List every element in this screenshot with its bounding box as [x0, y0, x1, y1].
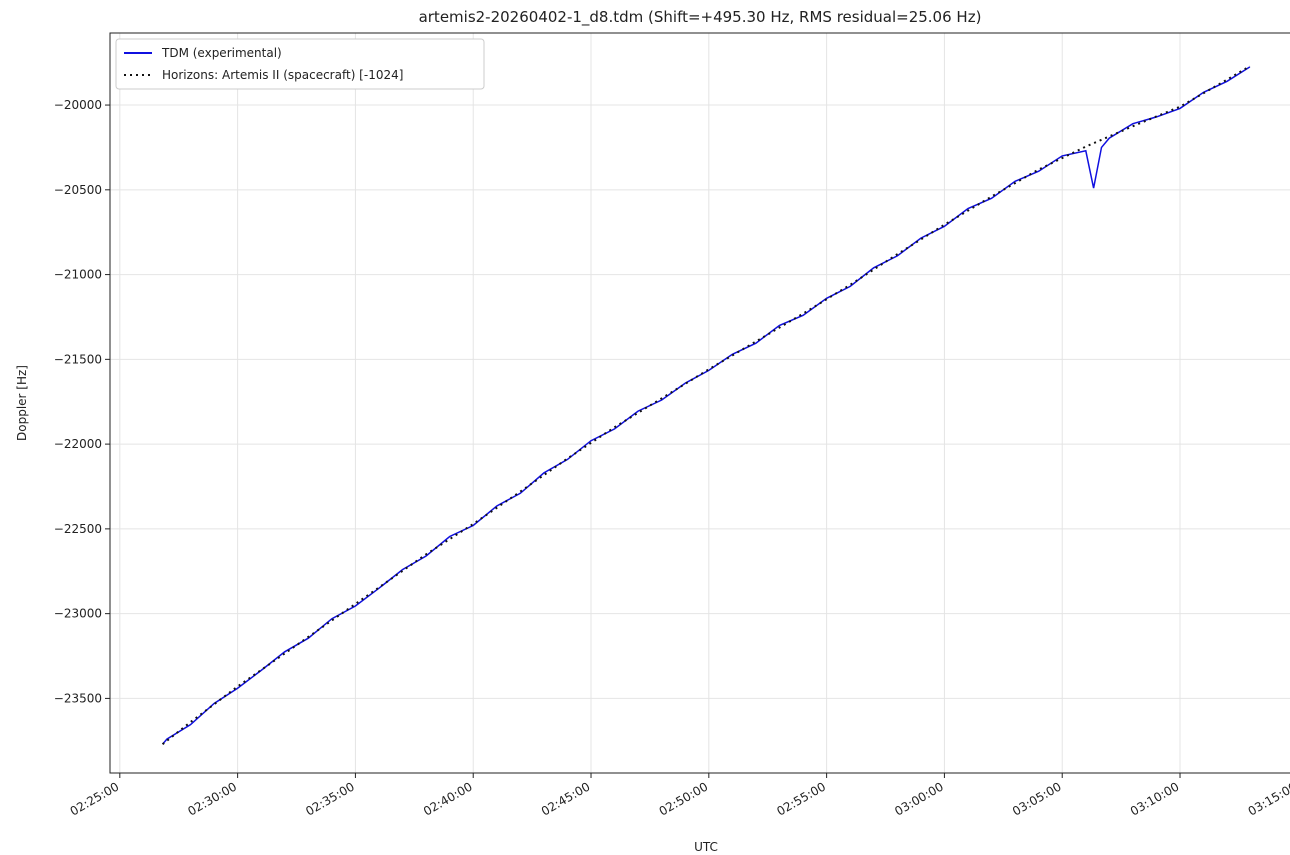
x-tick-label: 02:55:00: [774, 779, 828, 818]
x-tick-label: 02:50:00: [657, 779, 711, 818]
plot-frame: [109, 32, 1290, 774]
x-tick-label: 02:35:00: [303, 779, 357, 818]
x-tick-label: 02:40:00: [421, 779, 475, 818]
series-line: [162, 66, 1251, 745]
x-tick-label: 02:25:00: [68, 779, 122, 818]
chart-title: artemis2-20260402-1_d8.tdm (Shift=+495.3…: [419, 8, 982, 27]
x-tick-label: 03:05:00: [1010, 779, 1064, 818]
legend: TDM (experimental) Horizons: Artemis II (…: [115, 38, 485, 90]
y-tick-label: −21000: [54, 268, 102, 282]
x-tick-label: 03:10:00: [1128, 779, 1182, 818]
y-tick-label: −22500: [54, 522, 102, 536]
y-tick-label: −23500: [54, 691, 102, 705]
x-tick-label: 02:30:00: [185, 779, 239, 818]
legend-label: Horizons: Artemis II (spacecraft) [-1024…: [162, 68, 403, 82]
y-tick-label: −21500: [54, 352, 102, 366]
y-tick-label: −20000: [54, 98, 102, 112]
x-tick-label: 03:00:00: [892, 779, 946, 818]
y-tick-label: −20500: [54, 183, 102, 197]
x-tick-label: 03:15:00: [1246, 779, 1290, 818]
legend-label: TDM (experimental): [161, 46, 282, 60]
x-tick-label: 02:45:00: [539, 779, 593, 818]
x-axis-label: UTC: [694, 840, 718, 854]
series-line: [161, 65, 1251, 745]
legend-box: [115, 38, 485, 90]
y-tick-label: −22000: [54, 437, 102, 451]
y-axis-label: Doppler [Hz]: [15, 365, 29, 441]
y-tick-label: −23000: [54, 607, 102, 621]
